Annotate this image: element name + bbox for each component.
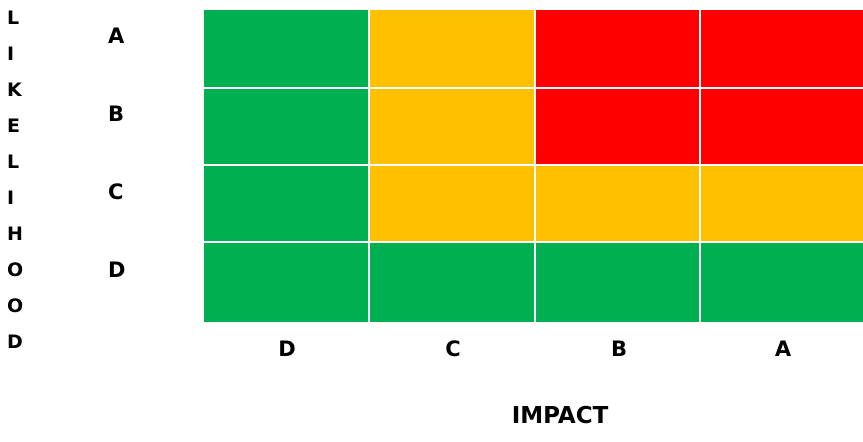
x-axis-title: IMPACT: [511, 403, 609, 429]
matrix-cell-c-b: [536, 166, 701, 243]
matrix-cell-a-a: [701, 10, 863, 89]
column-label-a: A: [774, 337, 792, 361]
matrix-cell-a-d: [204, 10, 370, 89]
y-axis-letter: K: [7, 79, 22, 101]
matrix-cell-a-c: [370, 10, 536, 89]
matrix-cell-c-c: [370, 166, 536, 243]
y-axis-title: L I K E L I H O O D: [7, 8, 27, 368]
y-axis-letter: O: [7, 259, 24, 281]
matrix-cell-c-d: [204, 166, 370, 243]
row-label-a: A: [108, 24, 125, 48]
row-label-b: B: [108, 102, 125, 126]
matrix-cell-b-d: [204, 89, 370, 166]
column-labels: D C B A: [204, 336, 863, 366]
y-axis-letter: I: [7, 187, 15, 209]
matrix-cell-b-a: [701, 89, 863, 166]
row-label-c: C: [108, 180, 124, 204]
column-label-d: D: [278, 337, 296, 361]
y-axis-letter: H: [7, 223, 23, 245]
y-axis-letter: I: [7, 43, 15, 65]
matrix-cell-d-b: [536, 243, 701, 322]
matrix-cell-b-b: [536, 89, 701, 166]
matrix-cell-b-c: [370, 89, 536, 166]
y-axis-letter: L: [7, 151, 20, 173]
y-axis-letter: D: [7, 331, 23, 353]
row-label-d: D: [108, 258, 126, 282]
y-axis-letter: E: [7, 115, 20, 137]
y-axis-letter: L: [7, 7, 20, 29]
matrix-cell-d-a: [701, 243, 863, 322]
matrix-cell-d-c: [370, 243, 536, 322]
matrix-cell-d-d: [204, 243, 370, 322]
matrix-cell-a-b: [536, 10, 701, 89]
matrix-cell-c-a: [701, 166, 863, 243]
y-axis-letter: O: [7, 295, 24, 317]
column-label-c: C: [445, 337, 461, 361]
column-label-b: B: [610, 337, 627, 361]
risk-matrix-grid: [204, 10, 863, 322]
